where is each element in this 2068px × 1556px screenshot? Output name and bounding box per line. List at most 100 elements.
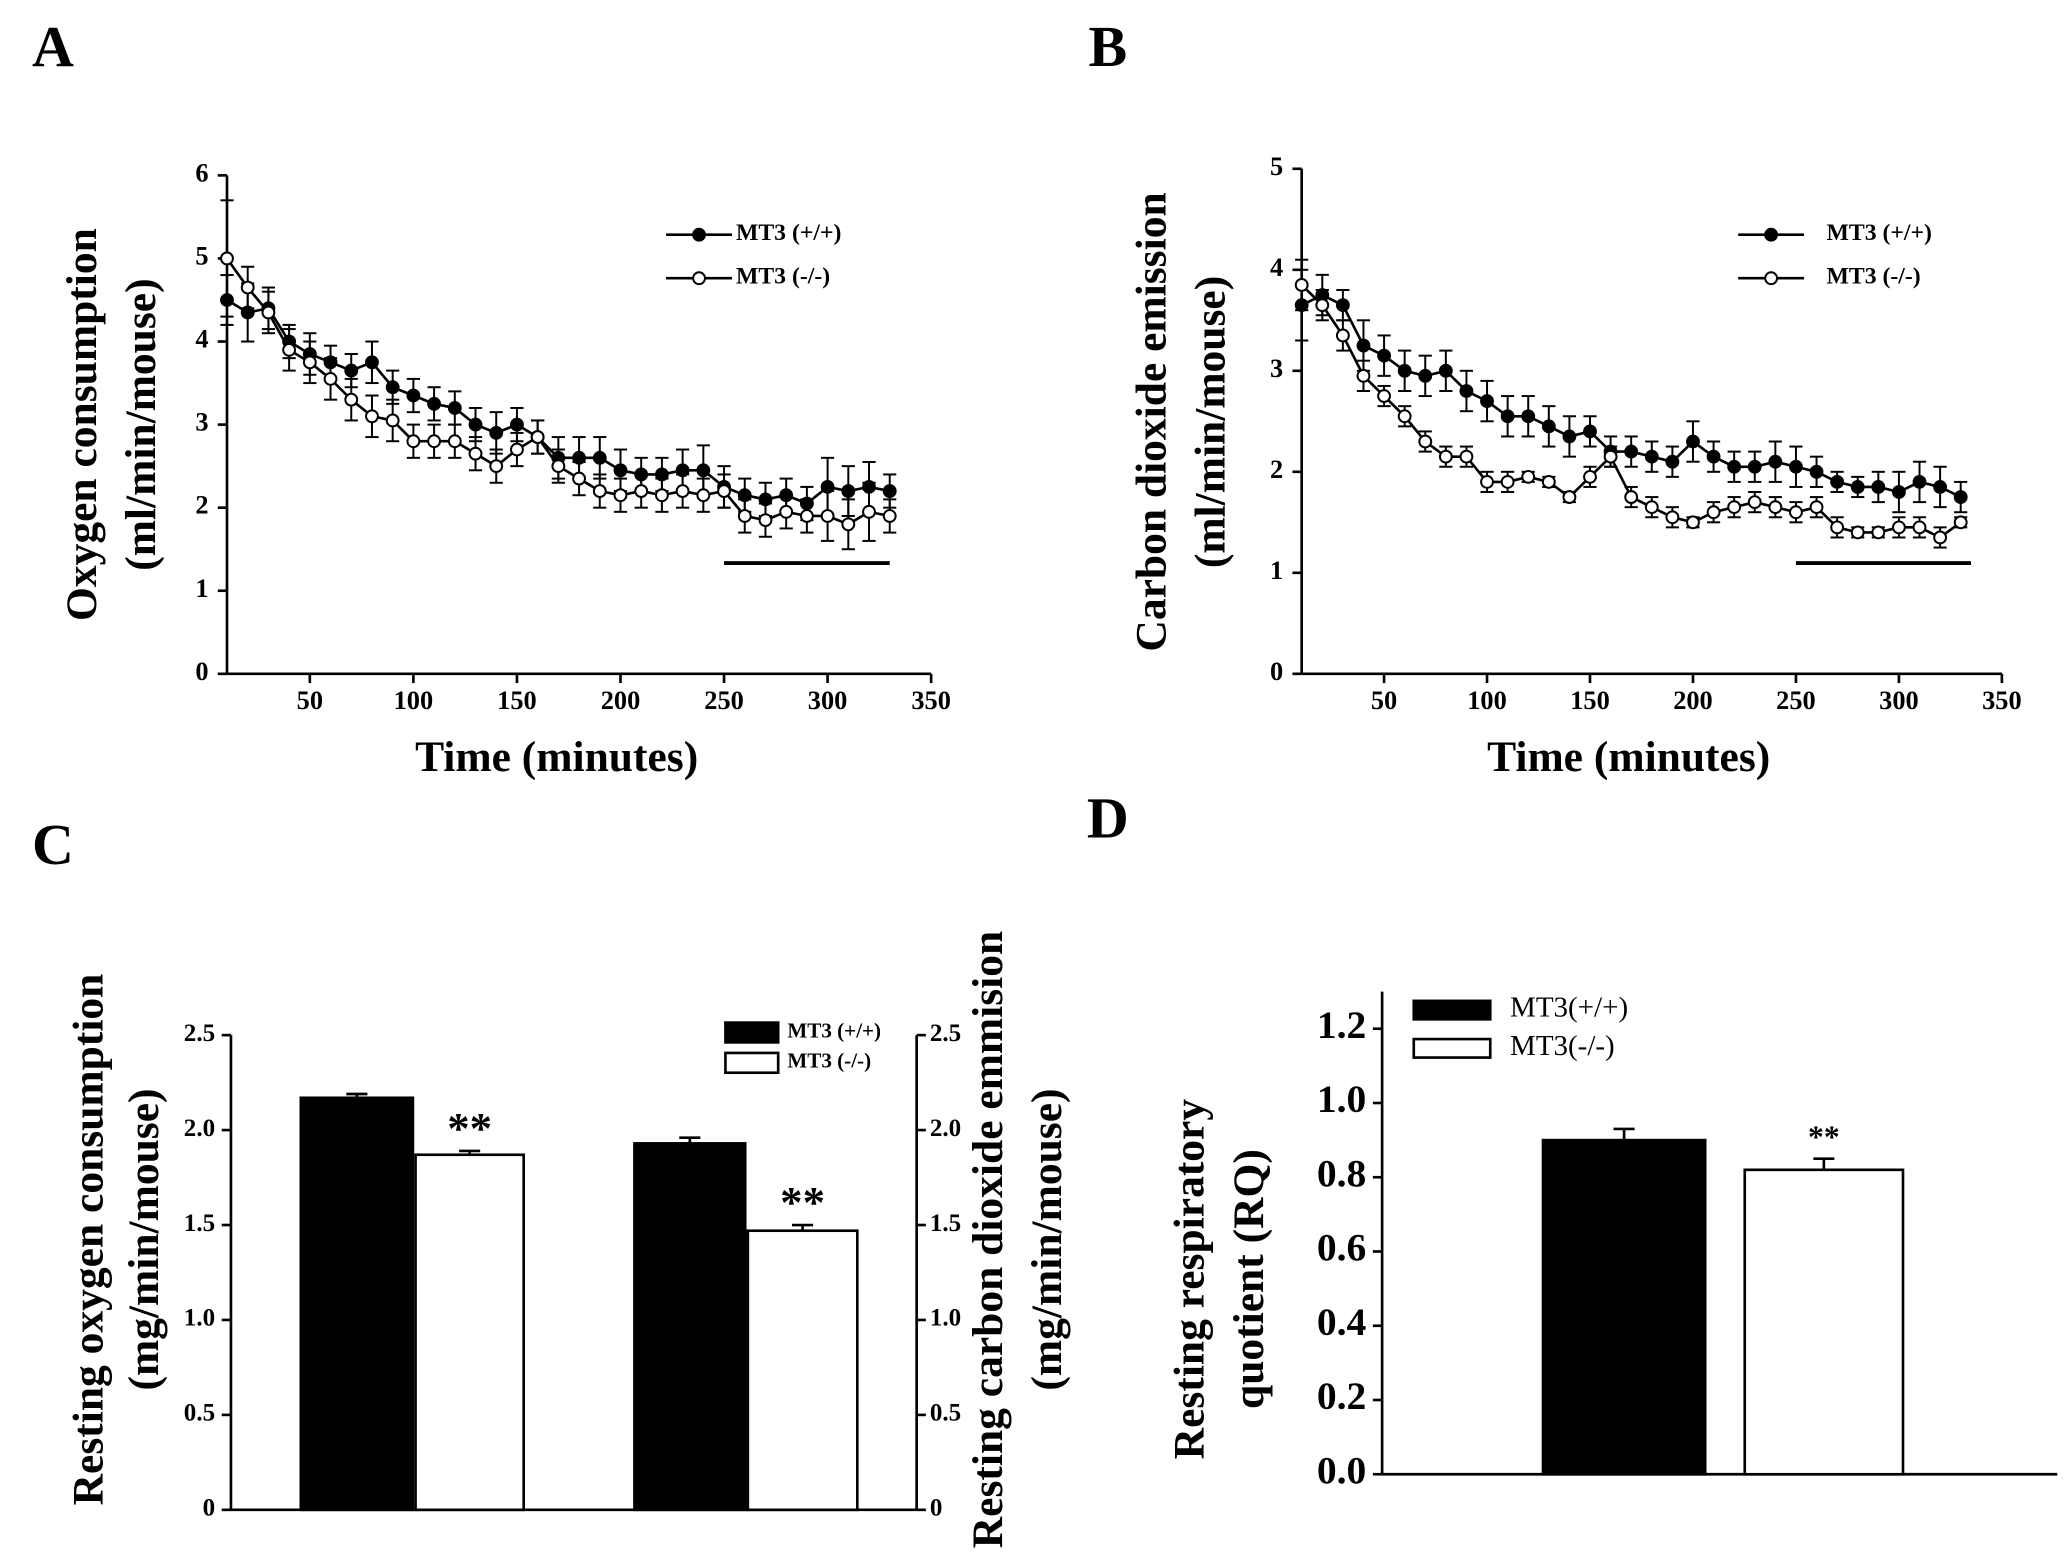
y-tick-label: 0.5: [184, 1400, 215, 1427]
data-point: [1624, 490, 1639, 504]
data-point: [1583, 469, 1597, 484]
data-point: [1480, 474, 1494, 489]
y-tick-label: 1.0: [1317, 1077, 1366, 1121]
data-point: [1562, 429, 1577, 444]
data-point: [1789, 505, 1803, 520]
y-tick-label: 2.0: [184, 1115, 215, 1142]
data-point: [240, 280, 255, 295]
data-point: [1377, 348, 1391, 363]
y-axis-label: Oxygen consumption: [58, 228, 106, 621]
data-point: [406, 388, 421, 403]
data-point: [1686, 434, 1700, 449]
y2-tick-label: 0.5: [930, 1400, 961, 1427]
y-tick-label: 1.2: [1317, 1003, 1366, 1047]
data-point: [1768, 454, 1783, 469]
y-axis-label: Resting respiratory: [1166, 1099, 1214, 1460]
y-axis-label: Carbon dioxide emission: [1127, 192, 1175, 651]
bar: [1743, 1168, 1905, 1476]
data-point: [427, 396, 442, 411]
data-point: [696, 488, 711, 503]
panel-letter: A: [32, 14, 74, 79]
significance-label: **: [1808, 1119, 1840, 1154]
panel-letter: D: [1087, 785, 1129, 850]
y-axis-label: Resting oxygen consumption: [64, 974, 112, 1506]
data-point: [323, 371, 338, 386]
y-tick-label: 0.6: [1317, 1226, 1366, 1270]
data-point: [1356, 338, 1371, 353]
data-point: [1665, 510, 1680, 525]
data-point: [1850, 525, 1865, 540]
y-tick-label: 1: [195, 574, 208, 603]
data-point: [675, 484, 690, 498]
data-point: [1644, 449, 1659, 464]
data-point: [799, 509, 814, 523]
data-point: [1562, 490, 1577, 504]
legend-marker: [1764, 271, 1779, 286]
data-point: [1933, 480, 1948, 494]
y2-tick-label: 1.5: [930, 1210, 961, 1237]
data-point: [1891, 485, 1906, 499]
data-point: [1521, 409, 1536, 424]
data-point: [1727, 459, 1742, 474]
data-point: [1891, 520, 1906, 535]
data-point: [344, 392, 359, 407]
y-tick-label: 4: [195, 325, 208, 354]
data-point: [1603, 449, 1618, 464]
data-point: [592, 484, 607, 498]
data-point: [1315, 298, 1330, 313]
y2-tick-label: 2.5: [930, 1020, 961, 1047]
series-line: [225, 257, 890, 526]
data-point: [1830, 520, 1845, 535]
data-point: [1665, 454, 1680, 469]
data-point: [302, 355, 317, 370]
legend-label: MT3 (-/-): [787, 1049, 871, 1073]
data-point: [1335, 298, 1350, 313]
data-point: [261, 305, 276, 320]
x-tick-label: 150: [1570, 686, 1610, 715]
y-tick-label: 1: [1270, 556, 1283, 585]
data-point: [1397, 409, 1412, 424]
data-point: [1624, 444, 1639, 459]
y-tick-label: 2: [195, 491, 208, 520]
data-point: [1768, 500, 1783, 515]
x-tick-label: 300: [808, 686, 848, 715]
data-point: [1438, 449, 1453, 464]
bar: [1541, 1138, 1707, 1476]
data-point: [1706, 449, 1721, 464]
y-tick-label: 0: [1270, 657, 1283, 686]
data-point: [1438, 363, 1453, 378]
data-point: [737, 509, 752, 523]
data-point: [1912, 520, 1927, 535]
data-point: [1727, 500, 1742, 515]
legend-marker: [692, 271, 706, 286]
legend-label: MT3 (+/+): [1827, 220, 1932, 246]
x-tick-label: 200: [1673, 686, 1713, 715]
data-point: [1686, 515, 1700, 530]
data-point: [282, 342, 297, 357]
data-point: [1480, 394, 1494, 409]
data-point: [1377, 389, 1391, 403]
y-axis-label: (mg/min/mouse): [1023, 1088, 1071, 1390]
legend-swatch: [1412, 999, 1492, 1021]
data-point: [1521, 469, 1536, 484]
data-point: [1356, 368, 1371, 383]
panel-letter: B: [1088, 14, 1127, 79]
data-point: [862, 504, 876, 519]
data-point: [572, 471, 586, 486]
data-point: [1809, 500, 1824, 515]
bar: [299, 1096, 415, 1512]
data-point: [1809, 464, 1824, 479]
data-point: [1830, 474, 1845, 489]
data-point: [1459, 449, 1474, 464]
data-point: [1644, 500, 1659, 515]
x-axis-label: Time (minutes): [1487, 733, 1770, 781]
data-point: [1294, 278, 1309, 292]
data-point: [1541, 474, 1556, 489]
y-tick-label: 4: [1270, 253, 1283, 282]
significance-label: **: [780, 1177, 825, 1227]
data-point: [220, 251, 234, 266]
data-point: [427, 434, 442, 449]
data-point: [1747, 495, 1762, 510]
y-tick-label: 3: [1270, 354, 1283, 383]
panel-letter: C: [32, 812, 74, 877]
